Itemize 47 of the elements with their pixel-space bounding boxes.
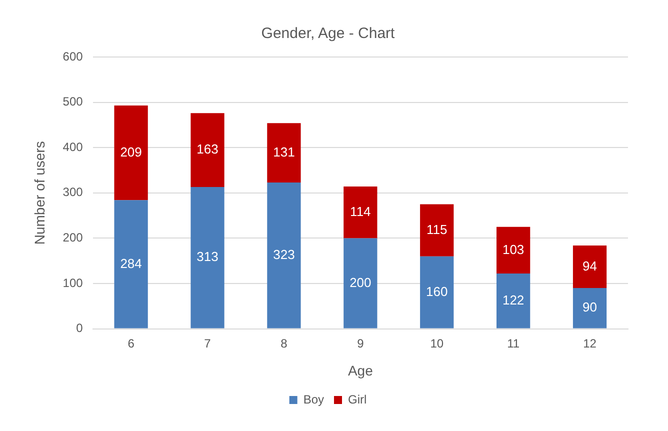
- y-tick-label: 600: [62, 49, 84, 64]
- bar: [344, 186, 378, 238]
- x-tick-label: 8: [280, 336, 288, 350]
- bar: [114, 105, 148, 200]
- data-label: 103: [502, 242, 524, 257]
- legend-label: Girl: [348, 392, 367, 406]
- bar: [572, 245, 607, 288]
- x-tick-label: 11: [507, 336, 520, 350]
- data-label: 94: [582, 258, 598, 274]
- data-label: 209: [120, 144, 142, 160]
- bar: [190, 187, 224, 328]
- data-label: 313: [196, 249, 218, 264]
- data-label: 115: [426, 222, 448, 237]
- y-tick-label: 500: [62, 94, 84, 109]
- bar: [267, 182, 301, 328]
- y-tick-label: 100: [62, 276, 84, 290]
- bar: [344, 238, 378, 328]
- x-tick-label: 7: [204, 336, 212, 350]
- bar: [572, 288, 607, 328]
- bar: [190, 113, 224, 188]
- data-label: 131: [273, 144, 295, 160]
- data-label: 323: [273, 246, 295, 262]
- bar: [420, 256, 454, 328]
- data-label: 90: [582, 300, 598, 315]
- y-tick-label: 200: [62, 230, 84, 245]
- data-label: 160: [426, 284, 448, 299]
- data-label: 284: [120, 256, 142, 271]
- x-axis-title: Age: [348, 362, 374, 378]
- bar: [420, 204, 454, 256]
- bar: [267, 123, 301, 182]
- data-label: 200: [350, 274, 372, 290]
- data-label: 114: [350, 204, 371, 219]
- x-tick-label: 10: [430, 336, 444, 350]
- x-tick-label: 12: [583, 336, 597, 350]
- data-label: 163: [196, 142, 218, 157]
- bar: [496, 274, 530, 328]
- y-tick-label: 300: [62, 185, 84, 200]
- x-tick-label: 6: [128, 336, 135, 350]
- bar: [496, 226, 530, 274]
- y-tick-label: 0: [76, 321, 84, 336]
- y-axis-title: Number of users: [31, 141, 48, 245]
- y-tick-label: 400: [62, 140, 84, 154]
- x-tick-label: 9: [357, 336, 364, 350]
- bar: [114, 200, 148, 328]
- data-label: 122: [502, 292, 524, 308]
- legend-label: Boy: [303, 392, 324, 406]
- chart-title: Gender, Age - Chart: [261, 25, 396, 42]
